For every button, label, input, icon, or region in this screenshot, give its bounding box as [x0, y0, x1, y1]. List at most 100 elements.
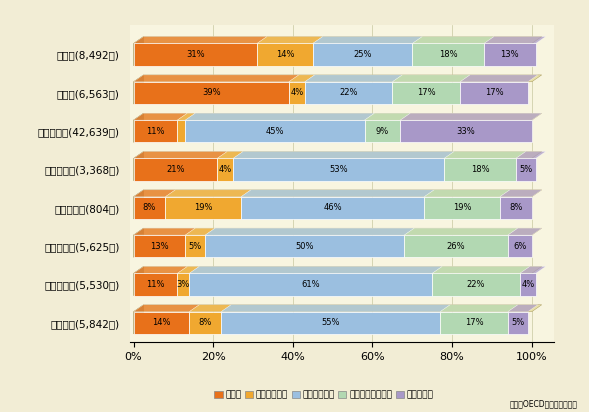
Text: 5%: 5% — [188, 242, 202, 250]
Polygon shape — [257, 37, 323, 44]
Polygon shape — [134, 113, 542, 120]
Text: 46%: 46% — [323, 204, 342, 212]
Bar — [432, 274, 520, 295]
Text: 出典：OECD資料より作成。: 出典：OECD資料より作成。 — [509, 399, 577, 408]
Polygon shape — [440, 305, 518, 312]
Bar — [365, 120, 401, 142]
Polygon shape — [134, 267, 542, 274]
Bar — [516, 159, 536, 180]
Bar — [186, 235, 205, 257]
Bar — [440, 312, 508, 334]
Polygon shape — [177, 267, 199, 274]
Polygon shape — [508, 305, 538, 312]
Bar — [401, 120, 532, 142]
Text: 18%: 18% — [471, 165, 489, 174]
Bar — [134, 235, 186, 257]
Text: 17%: 17% — [465, 318, 484, 327]
Polygon shape — [177, 113, 196, 120]
Text: 14%: 14% — [276, 50, 294, 59]
Text: 22%: 22% — [339, 89, 358, 97]
Polygon shape — [134, 267, 187, 274]
Text: 4%: 4% — [219, 165, 232, 174]
Polygon shape — [134, 37, 267, 44]
Polygon shape — [189, 305, 231, 312]
Bar — [186, 120, 365, 142]
Polygon shape — [444, 152, 526, 159]
Text: 19%: 19% — [453, 204, 471, 212]
Bar — [241, 197, 424, 219]
Polygon shape — [134, 152, 227, 159]
Bar — [233, 159, 444, 180]
Text: 31%: 31% — [186, 50, 204, 59]
Polygon shape — [205, 228, 414, 235]
Bar — [404, 235, 508, 257]
Bar — [134, 159, 217, 180]
Bar — [134, 274, 177, 295]
Bar — [500, 197, 532, 219]
Text: 45%: 45% — [266, 127, 284, 136]
Polygon shape — [412, 37, 494, 44]
Text: 11%: 11% — [146, 127, 165, 136]
Polygon shape — [134, 75, 299, 82]
Text: 21%: 21% — [166, 165, 184, 174]
Text: 6%: 6% — [513, 242, 527, 250]
Text: 14%: 14% — [152, 318, 171, 327]
Bar — [484, 44, 536, 66]
Text: 3%: 3% — [177, 280, 190, 289]
Bar — [134, 120, 177, 142]
Polygon shape — [484, 37, 545, 44]
Polygon shape — [241, 190, 434, 197]
Bar — [177, 274, 189, 295]
Polygon shape — [134, 190, 176, 197]
Polygon shape — [134, 152, 542, 159]
Polygon shape — [134, 305, 199, 312]
Polygon shape — [460, 75, 538, 82]
Polygon shape — [186, 228, 215, 235]
Polygon shape — [134, 37, 144, 66]
Polygon shape — [404, 228, 518, 235]
Polygon shape — [217, 152, 243, 159]
Bar — [257, 44, 313, 66]
Polygon shape — [134, 75, 542, 82]
Polygon shape — [134, 267, 144, 295]
Legend: 歩行中, 自転車利用中, 自動車乗車中, オートバイ乗車中, その他不明: 歩行中, 自転車利用中, 自動車乗車中, オートバイ乗車中, その他不明 — [211, 387, 437, 403]
Polygon shape — [520, 267, 545, 274]
Polygon shape — [189, 267, 442, 274]
Polygon shape — [134, 305, 144, 334]
Bar — [177, 120, 186, 142]
Bar — [460, 82, 528, 104]
Polygon shape — [432, 267, 530, 274]
Text: 17%: 17% — [417, 89, 435, 97]
Text: 13%: 13% — [150, 242, 169, 250]
Polygon shape — [392, 75, 470, 82]
Polygon shape — [134, 113, 144, 142]
Bar — [412, 44, 484, 66]
Text: 8%: 8% — [198, 318, 212, 327]
Bar — [313, 44, 412, 66]
Text: 39%: 39% — [202, 89, 220, 97]
Text: 25%: 25% — [353, 50, 372, 59]
Bar — [508, 235, 532, 257]
Polygon shape — [313, 37, 422, 44]
Polygon shape — [134, 113, 187, 120]
Text: 5%: 5% — [519, 165, 532, 174]
Polygon shape — [134, 190, 144, 219]
Bar — [289, 82, 305, 104]
Polygon shape — [134, 228, 542, 235]
Bar — [508, 312, 528, 334]
Text: 22%: 22% — [466, 280, 485, 289]
Polygon shape — [221, 305, 450, 312]
Bar — [392, 82, 460, 104]
Text: 8%: 8% — [143, 204, 156, 212]
Bar — [166, 197, 241, 219]
Text: 17%: 17% — [485, 89, 503, 97]
Bar — [217, 159, 233, 180]
Polygon shape — [508, 228, 542, 235]
Text: 8%: 8% — [509, 204, 522, 212]
Text: 55%: 55% — [322, 318, 340, 327]
Bar — [189, 312, 221, 334]
Bar — [189, 274, 432, 295]
Bar — [444, 159, 516, 180]
Bar — [205, 235, 404, 257]
Polygon shape — [134, 75, 144, 104]
